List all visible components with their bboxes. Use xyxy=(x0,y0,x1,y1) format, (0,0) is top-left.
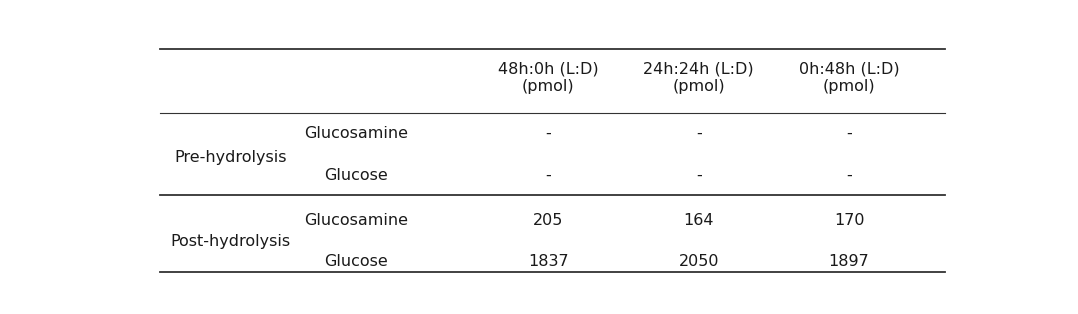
Text: 48h:0h (L:D)
(pmol): 48h:0h (L:D) (pmol) xyxy=(498,61,598,94)
Text: 2050: 2050 xyxy=(678,254,719,269)
Text: -: - xyxy=(695,168,702,183)
Text: -: - xyxy=(545,126,551,141)
Text: -: - xyxy=(695,126,702,141)
Text: -: - xyxy=(846,126,852,141)
Text: Post-hydrolysis: Post-hydrolysis xyxy=(170,235,291,250)
Text: Glucose: Glucose xyxy=(324,168,388,183)
Text: Glucose: Glucose xyxy=(324,254,388,269)
Text: -: - xyxy=(846,168,852,183)
Text: 1837: 1837 xyxy=(528,254,568,269)
Text: Pre-hydrolysis: Pre-hydrolysis xyxy=(175,150,287,165)
Text: 170: 170 xyxy=(833,213,865,228)
Text: 164: 164 xyxy=(683,213,714,228)
Text: Glucosamine: Glucosamine xyxy=(304,126,409,141)
Text: 0h:48h (L:D)
(pmol): 0h:48h (L:D) (pmol) xyxy=(799,61,899,94)
Text: -: - xyxy=(545,168,551,183)
Text: 24h:24h (L:D)
(pmol): 24h:24h (L:D) (pmol) xyxy=(644,61,754,94)
Text: 1897: 1897 xyxy=(829,254,870,269)
Text: 205: 205 xyxy=(534,213,564,228)
Text: Glucosamine: Glucosamine xyxy=(304,213,409,228)
